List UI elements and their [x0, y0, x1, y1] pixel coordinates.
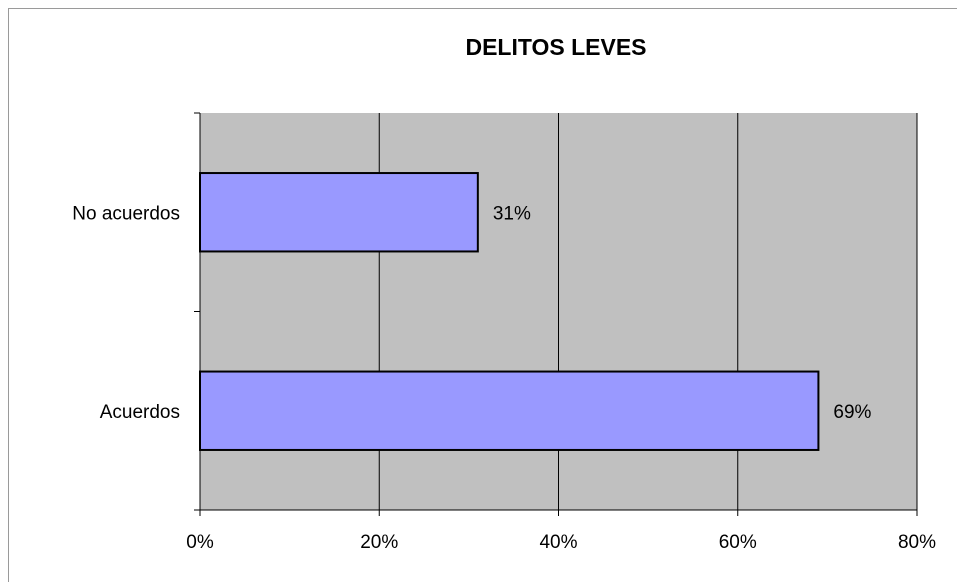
category-label: Acuerdos [100, 402, 180, 423]
x-tick-label: 40% [539, 532, 577, 553]
x-tick-label: 20% [360, 532, 398, 553]
axes [194, 112, 918, 516]
x-tick-label: 60% [719, 532, 757, 553]
bar-no-acuerdos [199, 172, 479, 253]
labels: 31% No acuerdos 69% Acuerdos 0% 20% 40% 60% 80% [72, 203, 936, 553]
bar-acuerdos [199, 370, 820, 451]
chart-title: DELITOS LEVES [465, 34, 646, 60]
data-label: 31% [493, 203, 531, 224]
x-tick-label: 0% [186, 532, 214, 553]
x-tick-label: 80% [898, 532, 936, 553]
category-label: No acuerdos [72, 203, 180, 224]
data-label: 69% [833, 402, 871, 423]
